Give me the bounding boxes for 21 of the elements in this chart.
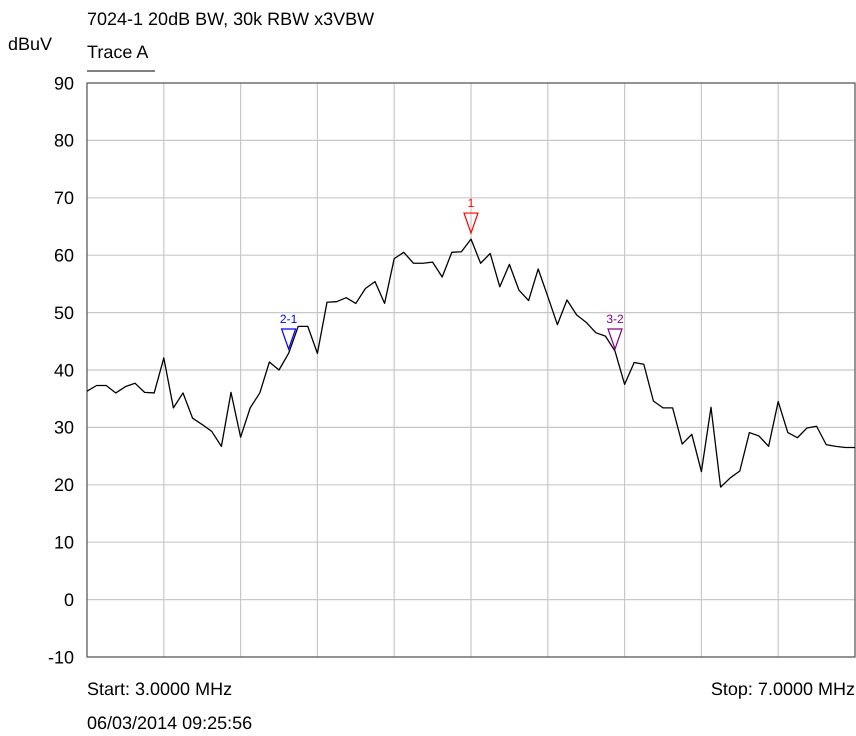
chart-subtitle: Trace A: [87, 42, 148, 62]
line-series: [86, 238, 856, 488]
y-tick-label: 70: [54, 188, 74, 208]
y-tick-label: 20: [54, 475, 74, 496]
y-tick-label: 50: [54, 302, 74, 323]
series-label: 3-2: [606, 312, 624, 326]
text: 06/03/2014 09:25:56: [87, 713, 252, 733]
y-axis-title: dBuV: [8, 34, 52, 54]
chart-title: 7024-1 20dB BW, 30k RBW x3VBW: [87, 9, 374, 29]
y-tick-label: -10: [48, 647, 74, 668]
text: Start: 3.0000 MHz: [87, 679, 232, 699]
y-tick-label: 30: [54, 418, 74, 438]
y-tick-label: 60: [54, 246, 74, 266]
series-label: 2-1: [280, 312, 298, 326]
y-tick-label: 10: [54, 532, 74, 552]
text: Stop: 7.0000 MHz: [710, 679, 855, 699]
series-label: 1: [468, 196, 475, 210]
y-tick-label: 90: [54, 73, 74, 94]
y-tick-label: 0: [64, 590, 74, 610]
y-tick-label: 80: [54, 130, 74, 151]
y-tick-label: 40: [54, 360, 74, 380]
